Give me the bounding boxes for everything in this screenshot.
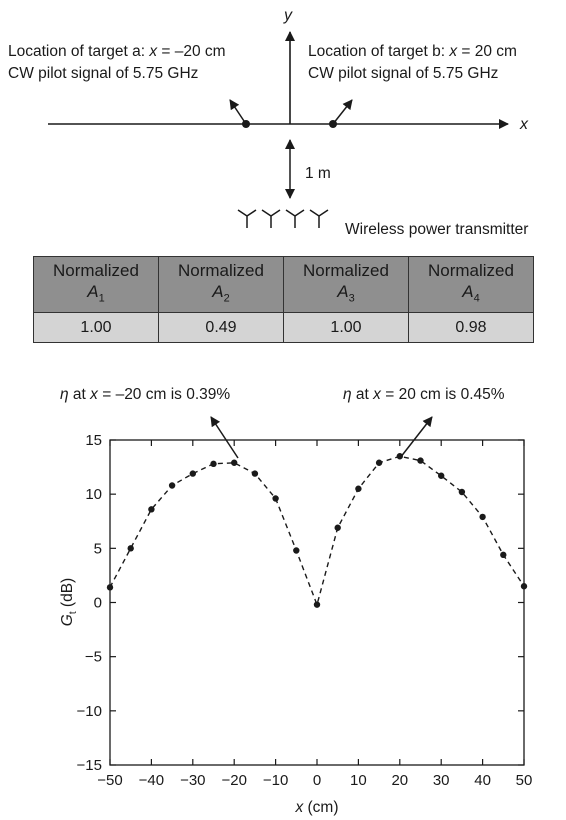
y-axis-symbol: y: [283, 7, 293, 24]
data-point: [127, 545, 134, 552]
x-tick-label: 50: [516, 772, 533, 789]
x-tick-label: 20: [391, 772, 408, 789]
annotation-left-arrow: [210, 416, 239, 459]
transmitter-label: Wireless power transmitter: [345, 221, 528, 238]
coordinate-diagram: x y Location of target a: x = –20 cm CW …: [8, 7, 529, 238]
table-row: 1.00 0.49 1.00 0.98: [33, 312, 534, 343]
data-point: [500, 551, 507, 559]
y-tick-label: 15: [85, 432, 102, 449]
annotation-right-arrow: [399, 416, 433, 459]
table-header-cell: Normalized A2: [158, 256, 284, 313]
x-tick-label: −40: [139, 772, 164, 789]
x-tick-label: −20: [221, 772, 246, 789]
y-axis-title: Gt (dB): [59, 578, 79, 626]
data-point: [293, 547, 300, 554]
data-point: [313, 601, 321, 608]
data-point: [231, 459, 238, 466]
data-point: [479, 513, 486, 521]
series-line: [109, 455, 525, 607]
annotation-right: η at x = 20 cm is 0.45%: [343, 386, 505, 459]
table-header-cell: Normalized A1: [33, 256, 159, 313]
table-header-cell: Normalized A3: [283, 256, 409, 313]
data-point: [334, 524, 341, 531]
normalized-amplitude-table: Normalized A1 Normalized A2 Normalized A3 N…: [33, 256, 534, 343]
antenna-array-icon: [237, 209, 329, 228]
x-tick-label: 40: [474, 772, 491, 789]
x-tick-label: −50: [97, 772, 122, 789]
x-tick-labels: −50 −40 −30 −20 −10 0 10 20 30 40 50: [97, 772, 532, 789]
target-a-location-label: Location of target a: x = –20 cm: [8, 43, 226, 60]
x-axis-title: x (cm): [294, 799, 338, 816]
y-tick-label: −15: [77, 757, 102, 774]
x-tick-label: −10: [263, 772, 288, 789]
table-value-cell: 0.98: [408, 312, 534, 343]
data-point: [458, 488, 466, 496]
table-header-cell: Normalized A4: [408, 256, 534, 313]
y-tick-label: 10: [85, 486, 102, 503]
x-tick-label: 30: [433, 772, 450, 789]
y-tick-label: 0: [94, 595, 102, 612]
data-point: [168, 482, 176, 489]
table-header-row: Normalized A1 Normalized A2 Normalized A3 N…: [33, 256, 534, 313]
data-point: [355, 485, 362, 492]
x-tick-label: 0: [313, 772, 321, 789]
data-point: [520, 583, 528, 590]
series-points: [106, 453, 528, 608]
annotation-left-label: η at x = –20 cm is 0.39%: [60, 386, 230, 403]
x-tick-label: −30: [180, 772, 205, 789]
y-tick-labels: 15 10 5 0 −5 −10 −15: [77, 432, 102, 774]
y-tick-label: 5: [94, 540, 102, 557]
data-point: [375, 459, 383, 466]
data-point: [417, 457, 424, 464]
annotation-left: η at x = –20 cm is 0.39%: [60, 386, 239, 459]
table-value-cell: 0.49: [158, 312, 284, 343]
data-point: [210, 460, 217, 468]
data-point: [251, 470, 259, 477]
data-point: [148, 506, 155, 513]
x-tick-label: 10: [350, 772, 367, 789]
data-point: [396, 453, 403, 460]
target-b-location-label: Location of target b: x = 20 cm: [308, 43, 517, 60]
data-point: [189, 470, 196, 477]
target-a-signal-label: CW pilot signal of 5.75 GHz: [8, 65, 198, 82]
y-tick-label: −5: [85, 649, 102, 666]
target-a-arrow: [229, 99, 247, 125]
axes-ticks: [109, 439, 525, 766]
target-b-arrow: [332, 99, 353, 125]
annotation-right-label: η at x = 20 cm is 0.45%: [343, 386, 505, 403]
y-tick-label: −10: [77, 703, 102, 720]
target-b-signal-label: CW pilot signal of 5.75 GHz: [308, 65, 498, 82]
table-value-cell: 1.00: [283, 312, 409, 343]
distance-label: 1 m: [305, 165, 331, 182]
x-axis-symbol: x: [519, 116, 529, 133]
data-point: [438, 472, 445, 479]
table-value-cell: 1.00: [33, 312, 159, 343]
data-point: [272, 495, 279, 502]
data-point: [106, 584, 114, 591]
